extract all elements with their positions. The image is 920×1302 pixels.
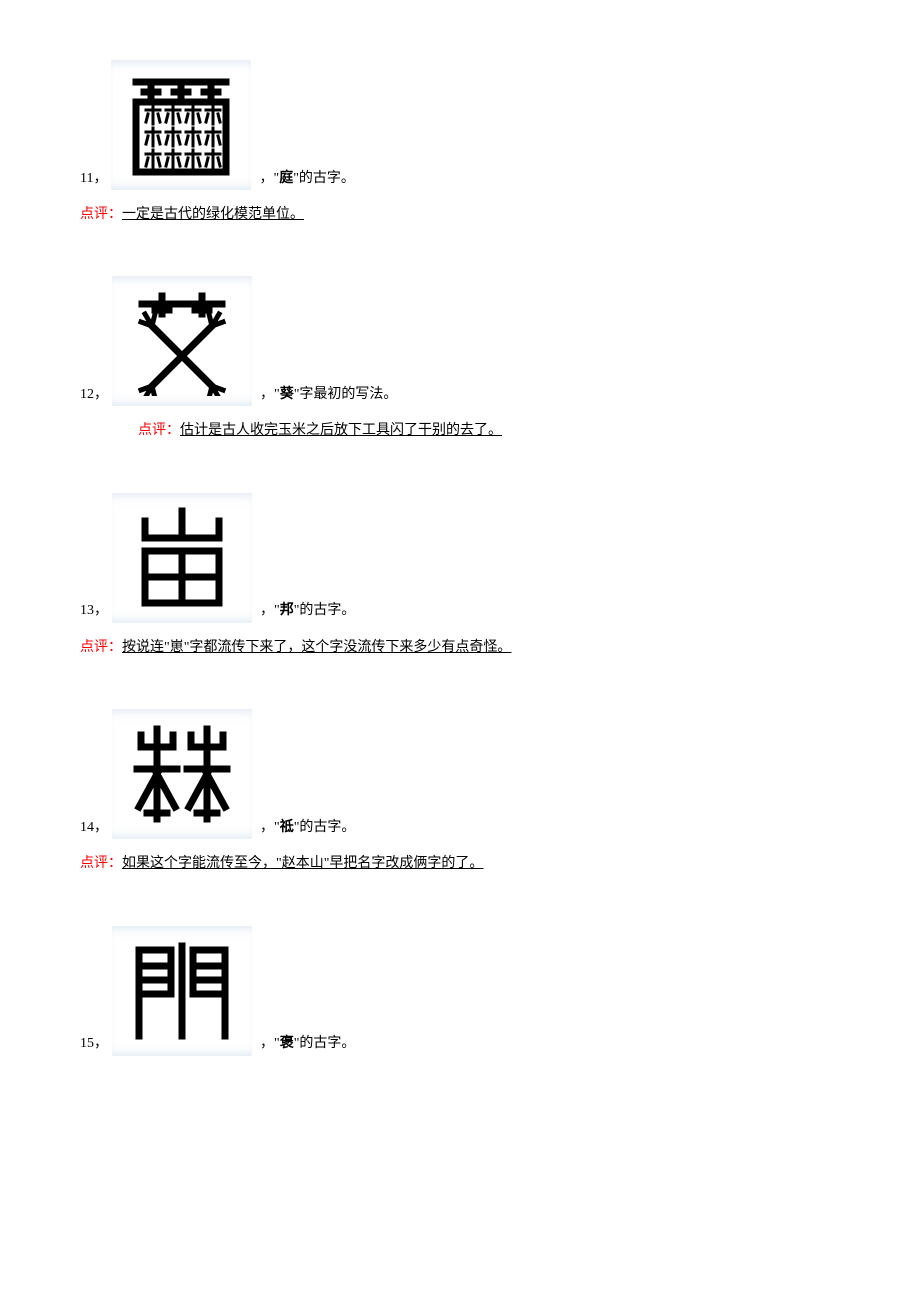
- comment-text: 按说连"崽"字都流传下来了，这个字没流传下来多少有点奇怪。: [122, 640, 511, 655]
- character-entry: 13， ，"邦"的古字。点评：按说连"崽"字都流传下来了，这个字没流传下来多少有…: [80, 493, 840, 659]
- entry-description: ，"褒"的古字。: [260, 1033, 355, 1055]
- entry-description: ，"祗"的古字。: [260, 817, 355, 839]
- entry-row: 15， ，"褒"的古字。: [80, 926, 840, 1056]
- entry-number: 11，: [80, 168, 107, 190]
- glyph-image: [112, 276, 252, 406]
- entry-description: ，"邦"的古字。: [260, 600, 355, 622]
- comment-label: 点评：: [138, 423, 180, 438]
- entry-row: 11， ，"庭"的古字。: [80, 60, 840, 190]
- entry-description: ，"葵"字最初的写法。: [260, 384, 397, 406]
- entry-row: 13， ，"邦"的古字。: [80, 493, 840, 623]
- commentary: 点评：一定是古代的绿化模范单位。: [80, 204, 840, 226]
- comment-text: 估计是古人收完玉米之后放下工具闪了干别的去了。: [180, 423, 502, 438]
- commentary: 点评：如果这个字能流传至今，"赵本山"早把名字改成俩字的了。: [80, 853, 840, 875]
- comment-label: 点评：: [80, 640, 122, 655]
- comment-text: 一定是古代的绿化模范单位。: [122, 207, 304, 222]
- entry-number: 14，: [80, 817, 108, 839]
- character-entry: 15， ，"褒"的古字。: [80, 926, 840, 1056]
- entry-row: 14， ，"祗"的古字。: [80, 709, 840, 839]
- glyph-image: [112, 709, 252, 839]
- comment-label: 点评：: [80, 856, 122, 871]
- glyph-image: [112, 926, 252, 1056]
- entry-row: 12， ，"葵"字最初的写法。: [80, 276, 840, 406]
- entry-number: 13，: [80, 600, 108, 622]
- comment-text: 如果这个字能流传至今，"赵本山"早把名字改成俩字的了。: [122, 856, 483, 871]
- glyph-image: [112, 493, 252, 623]
- entry-number: 12，: [80, 384, 108, 406]
- commentary: 点评：估计是古人收完玉米之后放下工具闪了干别的去了。: [80, 420, 840, 442]
- character-entry: 14， ，"祗"的古字。点评：如果这个字能流传至今，"赵本山"早把名字改成俩字的…: [80, 709, 840, 875]
- glyph-image: [111, 60, 251, 190]
- commentary: 点评：按说连"崽"字都流传下来了，这个字没流传下来多少有点奇怪。: [80, 637, 840, 659]
- entry-description: ，"庭"的古字。: [259, 168, 354, 190]
- comment-label: 点评：: [80, 207, 122, 222]
- entry-number: 15，: [80, 1033, 108, 1055]
- character-entry: 12， ，"葵"字最初的写法。点评：估计是古人收完玉米之后放下工具闪了干别的去了…: [80, 276, 840, 442]
- character-entry: 11， ，"庭"的古字。点评：一定是古代的绿化模范单位。: [80, 60, 840, 226]
